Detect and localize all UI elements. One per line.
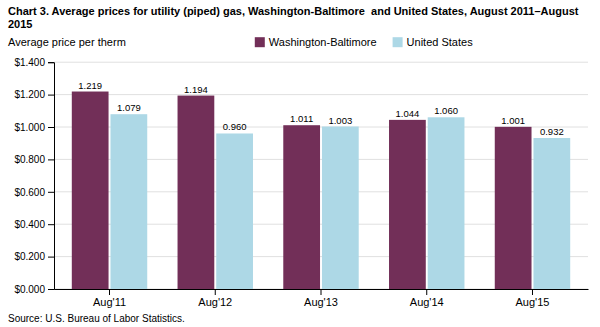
y-tick: $1.000 (14, 122, 54, 133)
grid-line (54, 94, 588, 95)
data-label: 1.219 (78, 80, 102, 91)
y-tick-mark (48, 224, 54, 225)
source: Source: U.S. Bureau of Labor Statistics. (8, 313, 185, 324)
data-labels: 1.219 1.194 1.011 1.044 1.001 1.079 0.960 1.003… (78, 80, 563, 137)
y-axis-label: Average price per therm (8, 36, 126, 48)
bar (322, 127, 359, 289)
title-line: Chart 3. Average prices for utility (pip… (8, 5, 579, 17)
x-tick-label: Aug'11 (93, 296, 126, 308)
y-tick-label: $0.800 (14, 154, 45, 165)
bar (72, 92, 109, 289)
title-line: 2015 (8, 18, 32, 30)
y-tick-mark (48, 62, 54, 63)
data-label: 1.011 (290, 113, 313, 124)
y-tick: $1.200 (14, 89, 54, 100)
bars (72, 92, 570, 289)
y-tick-label: $0.200 (14, 251, 45, 262)
y-axis: $0.000 $0.200 $0.400 $0.600 $0.800 $1.000 $1.2… (14, 57, 54, 295)
data-label: 0.932 (540, 126, 564, 137)
y-tick-label: $0.400 (14, 219, 45, 230)
y-tick: $0.000 (14, 284, 54, 295)
x-tick-label: Aug'14 (410, 296, 444, 308)
y-tick-mark (48, 289, 54, 290)
y-tick-mark (48, 159, 54, 160)
x-tick-label: Aug'15 (516, 296, 550, 308)
x-tick-mark (109, 289, 110, 295)
grid-line (54, 62, 588, 63)
y-tick-label: $0.600 (14, 187, 45, 198)
x-tick: Aug'11 (93, 289, 126, 308)
y-tick-mark (48, 95, 54, 96)
data-label: 1.003 (328, 115, 352, 126)
data-label: 1.060 (434, 105, 458, 116)
bar (428, 117, 465, 289)
legend: Washington-Baltimore United States (255, 36, 473, 48)
data-label: 1.194 (184, 84, 208, 95)
y-axis-line (48, 63, 55, 290)
bar (110, 114, 147, 289)
x-tick-mark (321, 289, 322, 295)
bar (216, 133, 253, 289)
legend-label: United States (407, 36, 474, 48)
y-tick: $0.800 (14, 154, 54, 165)
chart: Chart 3. Average prices for utility (pip… (0, 0, 600, 327)
y-tick-mark (48, 192, 54, 193)
legend-item: Washington-Baltimore (255, 36, 377, 48)
legend-swatch (255, 37, 265, 47)
grid (54, 62, 588, 289)
x-tick-label: Aug'13 (304, 296, 338, 308)
data-label: 1.044 (396, 108, 420, 119)
legend-label: Washington-Baltimore (269, 36, 377, 48)
y-tick-mark (48, 127, 54, 128)
y-tick: $0.600 (14, 187, 54, 198)
bar (178, 96, 215, 289)
y-tick-label: $0.000 (14, 284, 45, 295)
x-tick: Aug'14 (410, 289, 444, 308)
x-tick: Aug'15 (516, 289, 550, 308)
y-tick-label: $1.200 (14, 89, 45, 100)
data-label: 1.001 (501, 115, 525, 126)
y-tick: $0.400 (14, 219, 54, 230)
y-tick: $1.400 (14, 57, 54, 68)
y-tick-mark (48, 257, 54, 258)
x-tick-mark (532, 289, 533, 295)
legend-item: United States (393, 36, 474, 48)
x-axis: Aug'11 Aug'12 Aug'13 Aug'14 Aug'15 (55, 289, 589, 308)
x-tick-label: Aug'12 (198, 296, 232, 308)
bar (533, 138, 570, 289)
legend-swatch (393, 37, 403, 47)
x-tick-mark (215, 289, 216, 295)
bar (495, 127, 532, 289)
x-tick: Aug'12 (198, 289, 232, 308)
plot: 1.219 1.194 1.011 1.044 1.001 1.079 0.960 1.003… (14, 57, 588, 308)
y-tick-label: $1.400 (14, 57, 45, 68)
data-label: 0.960 (223, 121, 247, 132)
bar (283, 125, 320, 289)
bar (389, 120, 426, 289)
title: Chart 3. Average prices for utility (pip… (8, 5, 579, 30)
x-tick-mark (426, 289, 427, 295)
y-tick-label: $1.000 (14, 122, 45, 133)
y-tick: $0.200 (14, 251, 54, 262)
x-tick: Aug'13 (304, 289, 338, 308)
data-label: 1.079 (117, 102, 141, 113)
